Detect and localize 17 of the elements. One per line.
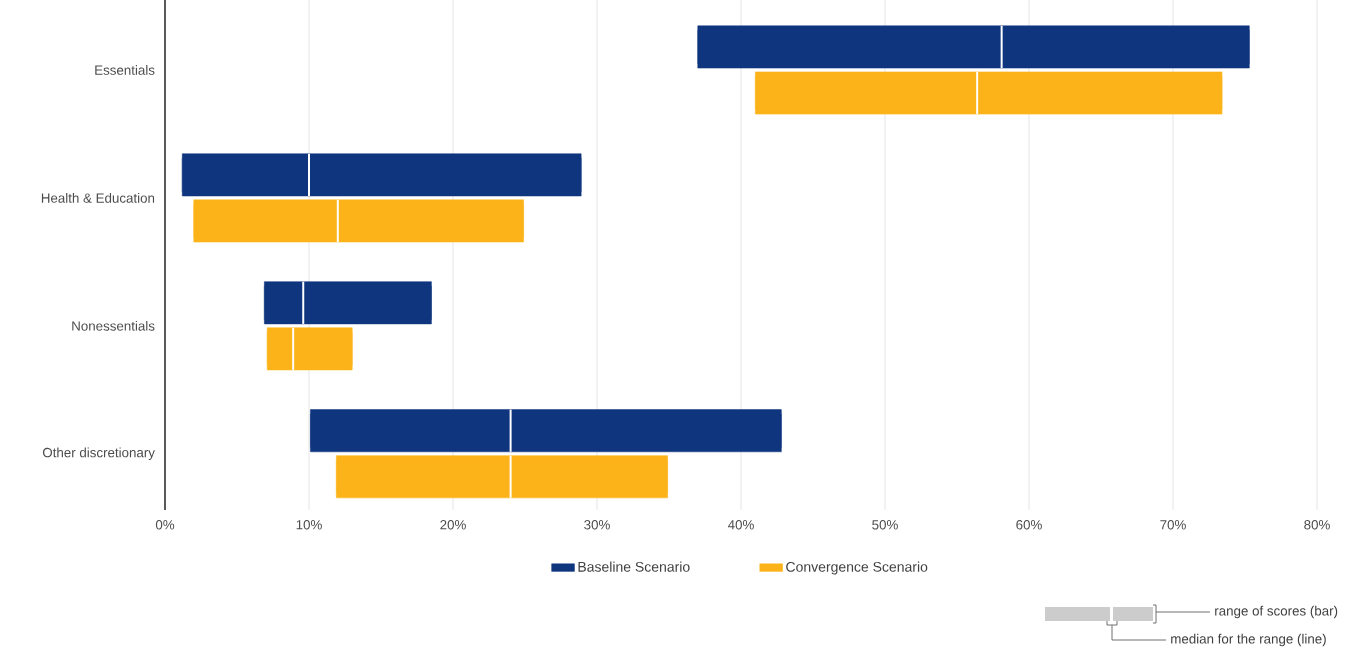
x-tick-label: 70% [1160, 520, 1186, 530]
x-tick-label: 20% [440, 520, 466, 530]
text: median for the range (line) [1171, 633, 1326, 647]
x-tick-label: 50% [872, 520, 898, 530]
y-tick-label: Nonessentials [72, 320, 155, 331]
x-tick-label: 0% [155, 520, 175, 530]
x-tick-label: 30% [584, 520, 610, 530]
y-tick-label: Essentials [95, 65, 155, 75]
x-tick-label: 60% [1016, 520, 1042, 530]
y-tick-label: Health & Education [41, 193, 155, 203]
x-tick-label: 40% [727, 520, 754, 530]
text: range of scores (bar) [1215, 605, 1338, 619]
legend-label: Baseline Scenario [578, 561, 690, 572]
x-tick-label: 80% [1304, 520, 1330, 530]
x-tick-label: 10% [296, 520, 322, 530]
y-tick-label: Other discretionary [42, 447, 155, 460]
legend-label: Convergence Scenario [786, 561, 928, 575]
